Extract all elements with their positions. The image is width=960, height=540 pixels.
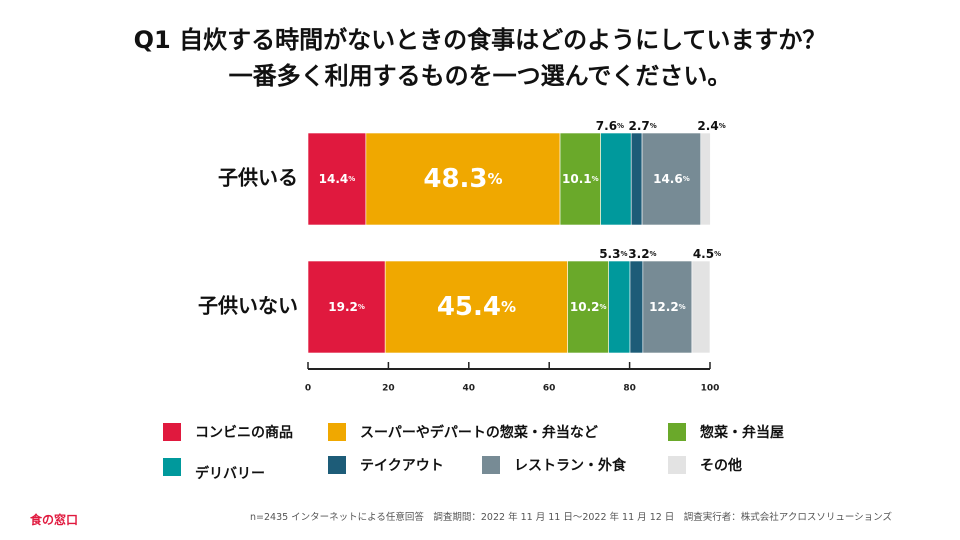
legend-item-supermarket: スーパーやデパートの惣菜・弁当など: [328, 422, 598, 442]
legend-item-convenience: コンビニの商品: [163, 422, 293, 442]
bar-segment-1-5: [642, 260, 693, 354]
survey-footnote: n=2435 インターネットによる任意回答 調査期間：2022 年 11 月 1…: [250, 512, 892, 523]
bar-segment-1-4: [629, 260, 644, 354]
bar-segment-0-1: [365, 132, 561, 226]
brand-logo-text: 食の窓口: [30, 513, 79, 527]
bar-segment-0-3: [600, 132, 632, 226]
data-label-0-6: 2.4%: [697, 119, 725, 133]
data-label-1-2: 10.2%: [570, 300, 607, 314]
x-tick-label-4: 80: [623, 384, 636, 394]
legend-label: レストラン・外食: [514, 458, 626, 474]
x-tick-label-3: 60: [543, 384, 556, 394]
data-label-0-3: 7.6%: [596, 119, 624, 133]
legend-label: 惣菜・弁当屋: [700, 425, 784, 441]
data-label-0-2: 10.1%: [562, 172, 599, 186]
legend-item-delivery: デリバリー: [163, 457, 265, 482]
legend-swatch: [163, 423, 181, 441]
data-label-0-5: 14.6%: [653, 172, 690, 186]
bar-segment-1-3: [608, 260, 631, 354]
bar-segment-0-5: [641, 132, 702, 226]
legend-item-deli-bento: 惣菜・弁当屋: [668, 422, 784, 442]
legend-label: テイクアウト: [360, 458, 444, 474]
data-label-1-6: 4.5%: [693, 247, 721, 261]
data-label-0-4: 2.7%: [628, 119, 656, 133]
data-label-1-5: 12.2%: [649, 300, 686, 314]
bar-segment-0-6: [700, 132, 711, 226]
legend-label: デリバリー: [195, 466, 265, 482]
x-tick-label-0: 0: [305, 384, 311, 394]
bar-segment-0-0: [307, 132, 367, 226]
x-tick-label-1: 20: [382, 384, 395, 394]
bar-segment-1-0: [307, 260, 386, 354]
legend-item-takeout: テイクアウト: [328, 455, 444, 475]
legend-swatch: [163, 458, 181, 476]
legend-swatch: [328, 456, 346, 474]
legend-label: スーパーやデパートの惣菜・弁当など: [360, 425, 598, 441]
legend-swatch: [328, 423, 346, 441]
data-label-0-1: 48.3%: [423, 164, 502, 194]
legend-label: その他: [700, 458, 742, 474]
data-label-1-0: 19.2%: [328, 300, 365, 314]
legend-item-restaurant: レストラン・外食: [482, 455, 626, 475]
legend-swatch: [668, 423, 686, 441]
bar-segment-1-1: [384, 260, 568, 354]
legend-label: コンビニの商品: [195, 425, 293, 441]
legend-swatch: [668, 456, 686, 474]
legend-item-other: その他: [668, 455, 742, 475]
category-label-1: 子供いない: [198, 294, 298, 318]
chart-title-line1: Q1 自炊する時間がないときの食事はどのようにしていますか？: [133, 26, 827, 54]
x-tick-label-2: 40: [463, 384, 476, 394]
data-label-0-0: 14.4%: [319, 172, 356, 186]
bar-segment-1-2: [567, 260, 609, 354]
x-tick-label-5: 100: [701, 384, 720, 394]
bar-segment-1-6: [691, 260, 711, 354]
data-label-1-4: 3.2%: [628, 247, 656, 261]
chart-title-line2: 一番多く利用するものを一つ選んでください。: [228, 62, 732, 90]
legend-swatch: [482, 456, 500, 474]
bar-segment-0-2: [559, 132, 601, 226]
category-label-0: 子供いる: [218, 166, 298, 190]
bar-segment-0-4: [630, 132, 643, 226]
data-label-1-1: 45.4%: [437, 292, 516, 322]
data-label-1-3: 5.3%: [599, 247, 627, 261]
